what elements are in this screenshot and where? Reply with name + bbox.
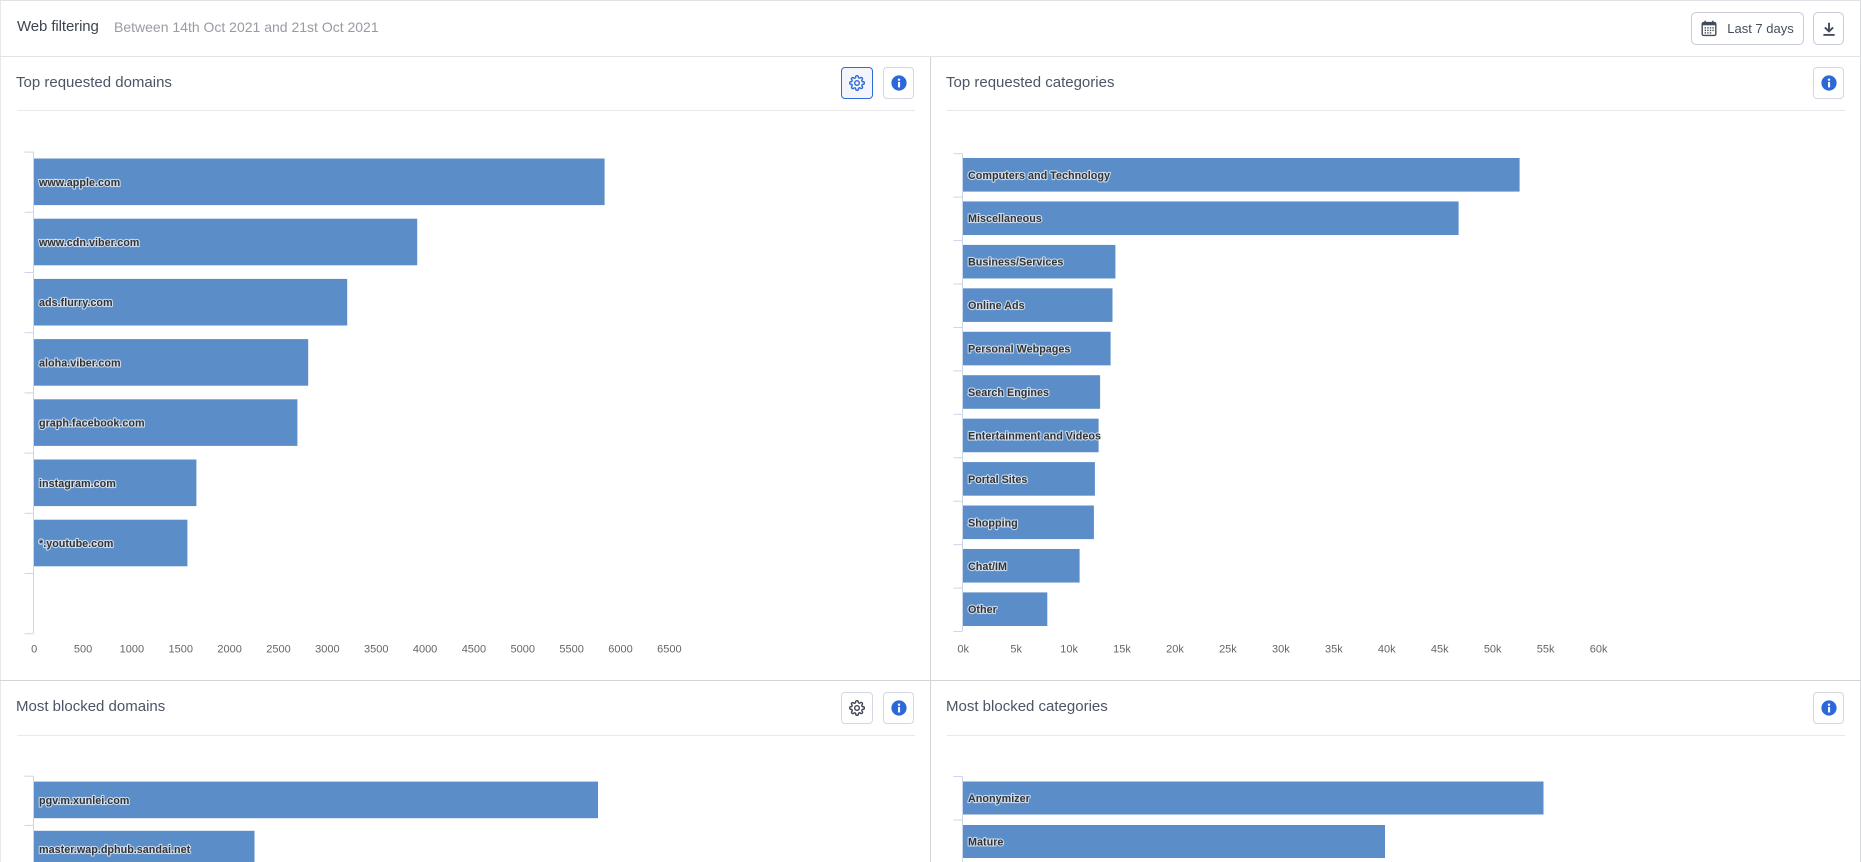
- svg-text:55k: 55k: [1537, 644, 1555, 656]
- svg-text:0k: 0k: [957, 644, 969, 656]
- svg-text:Personal Webpages: Personal Webpages: [968, 344, 1070, 356]
- svg-text:Business/Services: Business/Services: [968, 257, 1063, 269]
- svg-text:50k: 50k: [1484, 644, 1502, 656]
- svg-text:Computers and Technology: Computers and Technology: [968, 170, 1110, 182]
- svg-text:500: 500: [74, 644, 92, 656]
- svg-text:Search Engines: Search Engines: [968, 387, 1049, 399]
- svg-text:30k: 30k: [1272, 644, 1290, 656]
- svg-text:Chat/IM: Chat/IM: [968, 561, 1007, 573]
- svg-text:Mature: Mature: [968, 837, 1003, 849]
- svg-text:Miscellaneous: Miscellaneous: [968, 213, 1042, 225]
- svg-text:Other: Other: [968, 604, 998, 616]
- svg-text:0: 0: [31, 644, 37, 656]
- svg-text:4500: 4500: [462, 644, 486, 656]
- svg-text:5000: 5000: [511, 644, 535, 656]
- svg-text:3000: 3000: [315, 644, 339, 656]
- svg-text:*.youtube.com: *.youtube.com: [39, 538, 113, 550]
- svg-text:20k: 20k: [1166, 644, 1184, 656]
- svg-text:5500: 5500: [559, 644, 583, 656]
- svg-text:Shopping: Shopping: [968, 517, 1018, 529]
- svg-text:6000: 6000: [608, 644, 632, 656]
- svg-text:25k: 25k: [1219, 644, 1237, 656]
- svg-text:60k: 60k: [1590, 644, 1608, 656]
- svg-text:5k: 5k: [1010, 644, 1022, 656]
- svg-text:2500: 2500: [266, 644, 290, 656]
- svg-text:graph.facebook.com: graph.facebook.com: [39, 418, 145, 430]
- svg-text:Online Ads: Online Ads: [968, 300, 1025, 312]
- svg-text:3500: 3500: [364, 644, 388, 656]
- svg-text:40k: 40k: [1378, 644, 1396, 656]
- svg-text:www.cdn.viber.com: www.cdn.viber.com: [38, 237, 139, 249]
- svg-text:pgv.m.xunlei.com: pgv.m.xunlei.com: [39, 795, 129, 807]
- svg-text:45k: 45k: [1431, 644, 1449, 656]
- svg-text:1000: 1000: [120, 644, 144, 656]
- svg-text:1500: 1500: [169, 644, 193, 656]
- svg-text:www.apple.com: www.apple.com: [38, 177, 120, 189]
- svg-text:Portal Sites: Portal Sites: [968, 474, 1027, 486]
- svg-text:15k: 15k: [1113, 644, 1131, 656]
- svg-text:Anonymizer: Anonymizer: [968, 793, 1031, 805]
- svg-text:2000: 2000: [217, 644, 241, 656]
- svg-text:6500: 6500: [657, 644, 681, 656]
- svg-text:4000: 4000: [413, 644, 437, 656]
- svg-text:aloha.viber.com: aloha.viber.com: [39, 357, 121, 369]
- svg-text:10k: 10k: [1060, 644, 1078, 656]
- svg-text:instagram.com: instagram.com: [39, 478, 116, 490]
- svg-text:ads.flurry.com: ads.flurry.com: [39, 297, 113, 309]
- svg-text:Entertainment and Videos: Entertainment and Videos: [968, 430, 1101, 442]
- svg-text:35k: 35k: [1325, 644, 1343, 656]
- svg-text:master.wap.dphub.sandai.net: master.wap.dphub.sandai.net: [39, 844, 191, 856]
